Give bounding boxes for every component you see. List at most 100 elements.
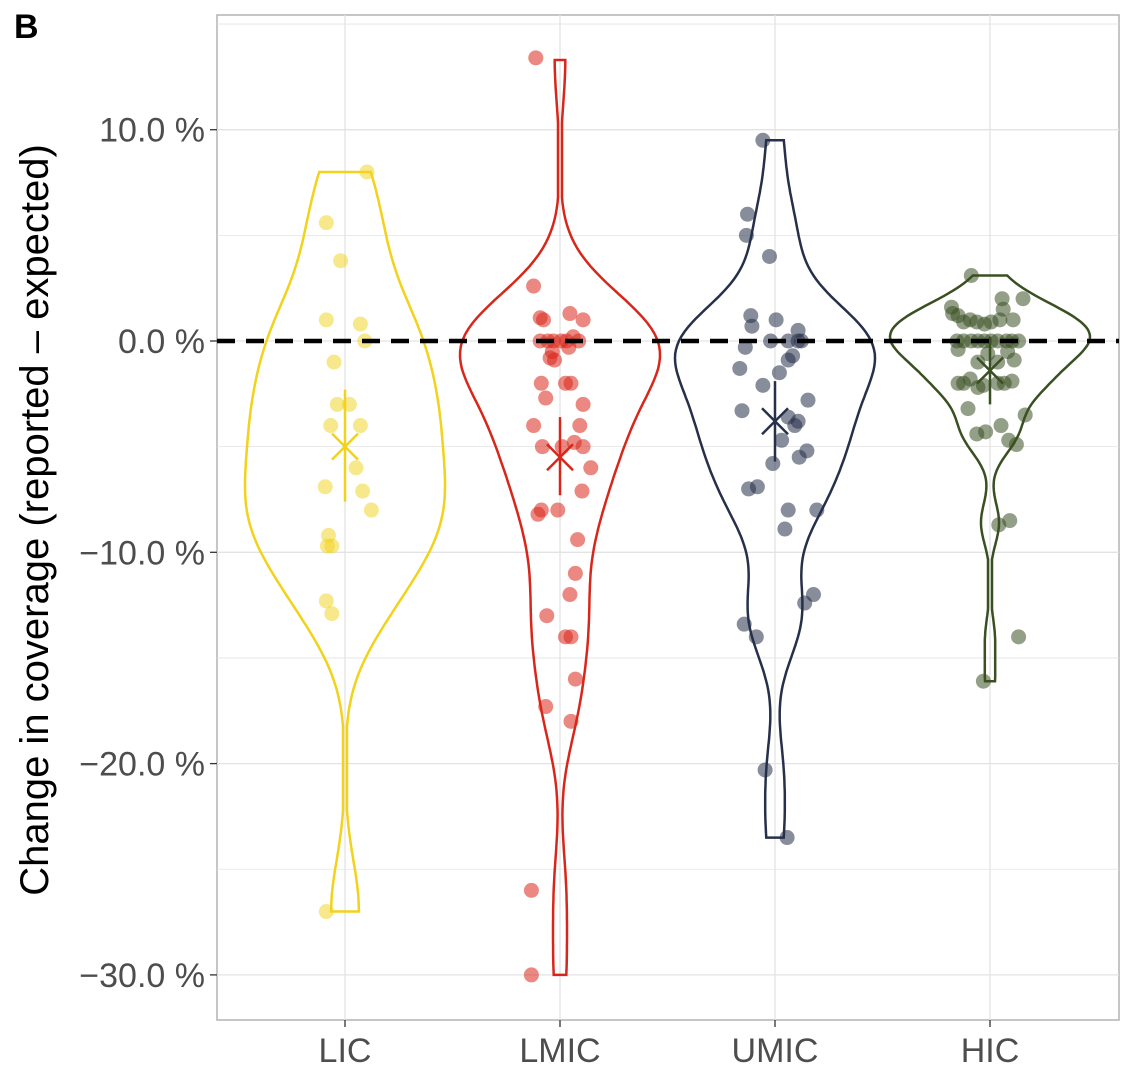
point-lic <box>333 253 349 269</box>
point-umic <box>749 479 765 495</box>
mean-markers <box>331 336 1004 502</box>
point-hic <box>963 267 979 283</box>
point-hic <box>945 306 961 322</box>
point-lmic <box>533 375 549 391</box>
point-hic <box>1011 333 1027 349</box>
x-tick-label: LMIC <box>519 1032 600 1070</box>
point-lmic <box>561 339 577 355</box>
point-umic <box>765 456 781 472</box>
point-lmic <box>534 439 550 455</box>
point-lic <box>318 593 334 609</box>
point-umic <box>806 587 821 603</box>
point-hic <box>960 401 976 417</box>
x-tick-label: UMIC <box>732 1032 819 1070</box>
point-hic <box>1008 437 1024 453</box>
point-umic <box>777 521 793 537</box>
point-lic <box>326 354 342 370</box>
point-lmic <box>562 587 578 603</box>
point-hic <box>994 291 1010 307</box>
plot-panel <box>216 14 1120 1021</box>
point-hic <box>1017 407 1033 423</box>
point-umic <box>736 616 752 632</box>
point-umic <box>740 206 755 222</box>
point-lic <box>359 164 375 180</box>
point-umic <box>737 339 753 355</box>
point-hic <box>970 354 986 370</box>
point-lmic <box>572 418 588 434</box>
point-hic <box>975 673 991 689</box>
y-tick-label: 10.0 % <box>99 112 205 150</box>
point-lmic <box>550 502 566 518</box>
point-hic <box>950 375 966 391</box>
point-lic <box>318 904 334 920</box>
point-umic <box>732 360 748 376</box>
point-lmic <box>526 418 542 434</box>
point-lic <box>318 215 334 231</box>
y-tick-label: −30.0 % <box>79 957 205 995</box>
point-lmic <box>526 278 542 294</box>
mean-marker-lic <box>331 432 359 461</box>
violin-lic <box>243 170 447 913</box>
point-lic <box>324 538 340 554</box>
x-tick-label: HIC <box>961 1032 1020 1070</box>
point-lmic <box>570 532 586 548</box>
point-lic <box>318 312 334 328</box>
point-lic <box>352 316 368 332</box>
point-umic <box>785 348 801 364</box>
point-lic <box>323 418 339 434</box>
point-umic <box>734 403 750 419</box>
mean-marker-hic <box>976 356 1004 385</box>
point-lmic <box>567 565 583 581</box>
point-lmic <box>562 306 578 322</box>
point-umic <box>757 762 773 778</box>
point-umic <box>800 392 816 408</box>
point-umic <box>787 418 803 434</box>
point-lmic <box>574 483 590 499</box>
point-lic <box>317 479 333 495</box>
point-hic <box>1006 352 1022 368</box>
point-lic <box>355 483 371 499</box>
point-lmic <box>533 502 549 518</box>
point-umic <box>738 227 754 243</box>
point-lmic <box>563 713 579 729</box>
point-umic <box>780 502 796 518</box>
point-lmic <box>575 312 591 328</box>
point-lmic <box>575 439 591 455</box>
point-lmic <box>583 460 599 476</box>
point-hic <box>975 377 991 393</box>
point-lmic <box>575 396 591 412</box>
point-umic <box>748 629 764 645</box>
point-hic <box>978 424 994 440</box>
y-axis-ticks: 10.0 % 0.0 % −10.0 % −20.0 % −30.0 % <box>79 112 217 995</box>
point-hic <box>1004 373 1020 389</box>
point-lmic <box>538 699 554 715</box>
point-hic <box>1005 312 1021 328</box>
point-lmic <box>536 312 551 328</box>
panel-label: B <box>14 8 39 46</box>
point-umic <box>779 830 795 846</box>
point-lic <box>329 396 345 412</box>
x-tick-label: LIC <box>319 1032 372 1070</box>
point-hic <box>1015 291 1031 307</box>
point-umic <box>774 432 790 448</box>
point-lmic <box>563 629 579 645</box>
point-lmic <box>539 608 555 624</box>
violin-lmic <box>458 58 662 977</box>
mean-marker-lmic <box>546 443 574 472</box>
y-tick-label: −20.0 % <box>79 746 205 784</box>
point-lmic <box>528 50 544 66</box>
point-hic <box>1011 629 1027 645</box>
point-hic <box>980 346 996 362</box>
data-points <box>317 50 1033 983</box>
point-lmic <box>523 967 539 983</box>
mean-marker-umic <box>761 407 789 436</box>
point-umic <box>768 312 784 328</box>
point-lmic <box>563 375 579 391</box>
y-axis-title: Change in coverage (reported – expected) <box>13 144 57 896</box>
point-lic <box>348 460 364 476</box>
point-lic <box>324 606 340 622</box>
point-lmic <box>547 352 562 368</box>
point-umic <box>771 365 787 381</box>
point-umic <box>755 132 771 148</box>
